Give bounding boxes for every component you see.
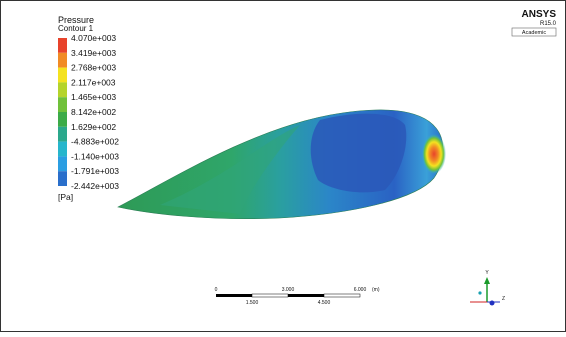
scale-label: 1.500 xyxy=(246,300,259,306)
legend-label: -2.442e+003 xyxy=(71,181,119,191)
scale-label: 4.500 xyxy=(318,300,331,306)
scale-segment xyxy=(288,294,324,297)
legend-color-band xyxy=(58,142,67,157)
scale-label: 0 xyxy=(215,287,218,293)
legend-color-band xyxy=(58,53,67,68)
legend-label: -4.883e+002 xyxy=(71,137,119,147)
legend-subtitle: Contour 1 xyxy=(58,24,94,33)
legend-color-band xyxy=(58,68,67,83)
logo-version: R15.0 xyxy=(540,21,557,27)
legend-label: -1.140e+003 xyxy=(71,151,119,161)
body-region xyxy=(311,114,407,193)
scale-segment xyxy=(324,294,360,297)
legend-label: 8.142e+002 xyxy=(71,107,116,117)
scale-label: 3.000 xyxy=(282,287,295,293)
legend-color-band xyxy=(58,82,67,97)
scale-segment xyxy=(252,294,288,297)
legend-label: 4.070e+003 xyxy=(71,33,116,43)
triad-origin xyxy=(490,301,495,306)
legend-color-band xyxy=(58,38,67,53)
legend-unit: [Pa] xyxy=(58,192,73,202)
legend-label: 1.629e+002 xyxy=(71,122,116,132)
ansys-viewport: Pressure Contour 1 4.070e+0033.419e+0032… xyxy=(0,0,566,332)
legend-label: 2.768e+003 xyxy=(71,63,116,73)
legend-label: -1.791e+003 xyxy=(71,166,119,176)
scale-label: 6.000 xyxy=(354,287,367,293)
scale-segment xyxy=(216,294,252,297)
legend-color-band xyxy=(58,97,67,112)
legend-color-band xyxy=(58,171,67,186)
legend-label: 2.117e+003 xyxy=(71,77,116,87)
legend-color-band xyxy=(58,127,67,142)
logo-name: ANSYS xyxy=(522,9,557,20)
triad-z-label: Z xyxy=(502,296,505,302)
logo-license: Academic xyxy=(522,30,546,36)
legend-color-band xyxy=(58,112,67,127)
scale-unit: (m) xyxy=(372,287,380,293)
legend-label: 3.419e+003 xyxy=(71,48,116,58)
legend-label: 1.465e+003 xyxy=(71,92,116,102)
stagnation-region xyxy=(422,134,446,174)
legend-color-band xyxy=(58,156,67,171)
triad-dot xyxy=(478,291,481,294)
